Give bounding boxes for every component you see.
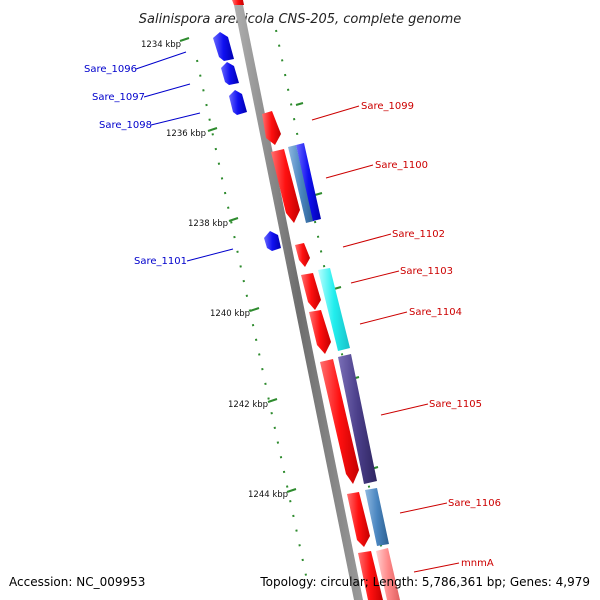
leader-lines: [135, 51, 460, 573]
gene-label-sare-1104[interactable]: Sare_1104: [409, 307, 462, 318]
category-bar: [296, 143, 321, 221]
topology-text: Topology: circular; Length: 5,786,361 bp…: [259, 575, 590, 589]
category-bar: [288, 145, 314, 223]
gene-sare-1099[interactable]: [262, 111, 281, 145]
kbp-ruler: 1234 kbp 1236 kbp 1238 kbp 1240 kbp 1242…: [141, 37, 297, 500]
gene-sare-1104[interactable]: [309, 310, 331, 354]
gene-labels: Sare_1096 Sare_1097 Sare_1098 Sare_1101 …: [84, 64, 501, 569]
tick-mark: [267, 398, 278, 403]
tick-mark: [249, 307, 260, 312]
category-bar: [338, 354, 377, 484]
kbp-label: 1238 kbp: [188, 219, 228, 229]
tick-mark: [286, 488, 297, 493]
kbp-label: 1236 kbp: [166, 129, 206, 139]
gene-label-mnma[interactable]: mnmA: [461, 558, 494, 569]
tick-mark: [179, 37, 190, 42]
gene-label-sare-1105[interactable]: Sare_1105: [429, 399, 482, 410]
gene-label-sare-1102[interactable]: Sare_1102: [392, 229, 445, 240]
inner-dotted-ruler: [196, 59, 309, 586]
category-bar: [365, 488, 389, 546]
gene-sare-1105[interactable]: [320, 359, 359, 484]
tick-mark: [207, 127, 218, 132]
gene-sare-1106[interactable]: [347, 492, 370, 547]
gene-sare-1101[interactable]: [264, 231, 281, 251]
genome-backbone: [233, 0, 363, 600]
category-bar: [376, 548, 400, 600]
gene-sare-1098[interactable]: [229, 90, 247, 115]
accession-text: Accession: NC_009953: [9, 575, 145, 589]
map-title: Salinispora arenicola CNS-205, complete …: [139, 12, 461, 27]
gene-label-sare-1099[interactable]: Sare_1099: [361, 101, 414, 112]
tick-mark: [228, 217, 239, 222]
gene-label-sare-1103[interactable]: Sare_1103: [400, 266, 453, 277]
category-bars: [288, 143, 400, 600]
kbp-label: 1240 kbp: [210, 309, 250, 319]
gene-label-sare-1096[interactable]: Sare_1096: [84, 64, 137, 75]
category-bar: [318, 268, 350, 351]
gene-partial-top[interactable]: [232, 0, 244, 5]
gene-label-sare-1106[interactable]: Sare_1106: [448, 498, 501, 509]
kbp-label: 1242 kbp: [228, 400, 268, 410]
kbp-label: 1234 kbp: [141, 40, 181, 50]
gene-label-sare-1098[interactable]: Sare_1098: [99, 120, 152, 131]
gene-label-sare-1100[interactable]: Sare_1100: [375, 160, 428, 171]
reverse-strand-genes: [213, 32, 281, 251]
gene-label-sare-1101[interactable]: Sare_1101: [134, 256, 187, 267]
gene-sare-1102[interactable]: [295, 243, 310, 267]
gene-label-sare-1097[interactable]: Sare_1097: [92, 92, 145, 103]
gene-sare-1100[interactable]: [271, 149, 300, 223]
gene-mnma[interactable]: [358, 551, 383, 600]
forward-strand-genes: [232, 0, 383, 600]
gene-sare-1097[interactable]: [221, 62, 239, 85]
gene-sare-1096[interactable]: [213, 32, 234, 61]
kbp-label: 1244 kbp: [248, 490, 288, 500]
gene-sare-1103[interactable]: [301, 273, 321, 310]
